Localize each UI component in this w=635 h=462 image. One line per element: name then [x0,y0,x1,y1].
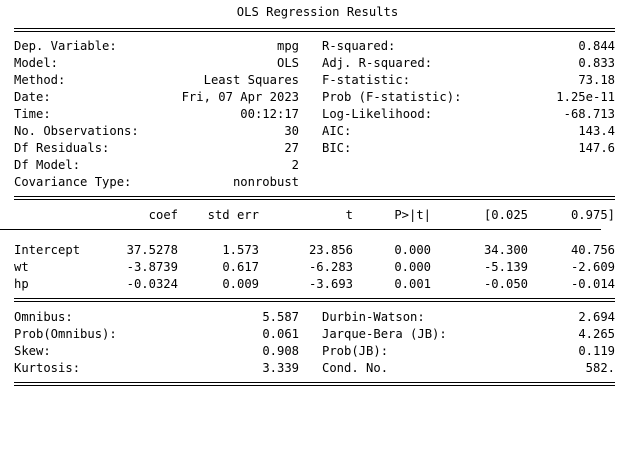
diag-left-value: 0.061 [262,327,299,341]
summary-left-label: No. Observations: [14,124,139,138]
summary-row: Model: OLS Adj. R-squared: 0.833 [14,55,615,72]
summary-left-label: Df Residuals: [14,141,110,155]
coef-term: wt [14,260,29,274]
coef-value: 37.5278 [126,243,178,257]
summary-left-value: OLS [276,56,299,70]
p-value: 0.000 [394,260,431,274]
table-title: OLS Regression Results [236,5,399,19]
ci-upper-value: -2.609 [570,260,615,274]
summary-right-value: -68.713 [563,107,615,121]
summary-left-value: Least Squares [203,73,299,87]
double-rule-top [14,28,615,32]
coef-header: t [345,208,353,222]
diag-right-label: Durbin-Watson: [322,310,425,324]
summary-left-value: 27 [284,141,299,155]
table-row: Intercept 37.5278 1.573 23.856 0.000 34.… [14,242,615,259]
summary-left-label: Dep. Variable: [14,39,117,53]
coef-header: [0.025 [483,208,528,222]
ci-upper-value: 40.756 [570,243,615,257]
summary-row: Covariance Type: nonrobust [14,174,615,191]
summary-right-value: 147.6 [578,141,615,155]
diag-left-label: Omnibus: [14,310,73,324]
coef-header: 0.975] [570,208,615,222]
summary-right-label: R-squared: [322,39,396,53]
summary-left-value: Fri, 07 Apr 2023 [181,90,299,104]
summary-left-value: 30 [284,124,299,138]
summary-right-value: 143.4 [578,124,615,138]
double-rule-bottom [14,382,615,386]
diag-right-label: Cond. No. [322,361,389,375]
summary-left-value: 2 [291,158,299,172]
summary-left-label: Time: [14,107,51,121]
table-row: wt -3.8739 0.617 -6.283 0.000 -5.139 -2.… [14,259,615,276]
summary-left-label: Method: [14,73,66,87]
coef-term: hp [14,277,29,291]
p-value: 0.001 [394,277,431,291]
summary-row: No. Observations: 30 AIC: 143.4 [14,123,615,140]
coef-header: P>|t| [394,208,431,222]
summary-left-label: Covariance Type: [14,175,132,189]
summary-left-value: mpg [276,39,299,53]
double-rule-diagnostics-top [14,298,615,302]
diagnostics-row: Skew: 0.908 Prob(JB): 0.119 [14,343,615,360]
diag-left-label: Kurtosis: [14,361,81,375]
diag-right-value: 4.265 [578,327,615,341]
diagnostics-row: Prob(Omnibus): 0.061 Jarque-Bera (JB): 4… [14,326,615,343]
summary-left-value: nonrobust [232,175,299,189]
diag-left-label: Skew: [14,344,51,358]
ci-lower-value: -0.050 [483,277,528,291]
summary-row: Dep. Variable: mpg R-squared: 0.844 [14,38,615,55]
diag-left-value: 3.339 [262,361,299,375]
ci-upper-value: -0.014 [570,277,615,291]
summary-right-label: BIC: [322,141,352,155]
table-row: hp -0.0324 0.009 -3.693 0.001 -0.050 -0.… [14,276,615,293]
summary-right-label: F-statistic: [322,73,411,87]
diag-right-label: Prob(JB): [322,344,389,358]
ci-lower-value: -5.139 [483,260,528,274]
coef-header-row: coef std err t P>|t| [0.025 0.975] [14,207,615,224]
single-rule-coef-header [0,229,601,230]
summary-right-label: Adj. R-squared: [322,56,433,70]
summary-right-label: Prob (F-statistic): [322,90,462,104]
diag-right-value: 2.694 [578,310,615,324]
summary-left-label: Df Model: [14,158,81,172]
summary-row: Method: Least Squares F-statistic: 73.18 [14,72,615,89]
summary-left-value: 00:12:17 [240,107,299,121]
diagnostics-row: Omnibus: 5.587 Durbin-Watson: 2.694 [14,309,615,326]
std-err-value: 1.573 [222,243,259,257]
double-rule-coef-top [14,196,615,200]
summary-row: Time: 00:12:17 Log-Likelihood: -68.713 [14,106,615,123]
summary-left-label: Date: [14,90,51,104]
summary-right-label: AIC: [322,124,352,138]
std-err-value: 0.009 [222,277,259,291]
diag-right-label: Jarque-Bera (JB): [322,327,447,341]
summary-row: Date: Fri, 07 Apr 2023 Prob (F-statistic… [14,89,615,106]
coef-term: Intercept [14,243,81,257]
summary-right-value: 0.844 [578,39,615,53]
diag-right-value: 582. [585,361,615,375]
diag-left-value: 5.587 [262,310,299,324]
coef-header: std err [207,208,259,222]
std-err-value: 0.617 [222,260,259,274]
p-value: 0.000 [394,243,431,257]
coef-value: -0.0324 [126,277,178,291]
summary-right-value: 73.18 [578,73,615,87]
t-value: -3.693 [308,277,353,291]
summary-row: Df Model: 2 [14,157,615,174]
summary-right-label: Log-Likelihood: [322,107,433,121]
t-value: -6.283 [308,260,353,274]
summary-left-label: Model: [14,56,59,70]
diag-left-label: Prob(Omnibus): [14,327,117,341]
summary-right-value: 1.25e-11 [556,90,615,104]
coef-value: -3.8739 [126,260,178,274]
ci-lower-value: 34.300 [483,243,528,257]
diag-right-value: 0.119 [578,344,615,358]
diag-left-value: 0.908 [262,344,299,358]
t-value: 23.856 [308,243,353,257]
coef-header: coef [148,208,178,222]
diagnostics-row: Kurtosis: 3.339 Cond. No. 582. [14,360,615,377]
summary-right-value: 0.833 [578,56,615,70]
summary-row: Df Residuals: 27 BIC: 147.6 [14,140,615,157]
